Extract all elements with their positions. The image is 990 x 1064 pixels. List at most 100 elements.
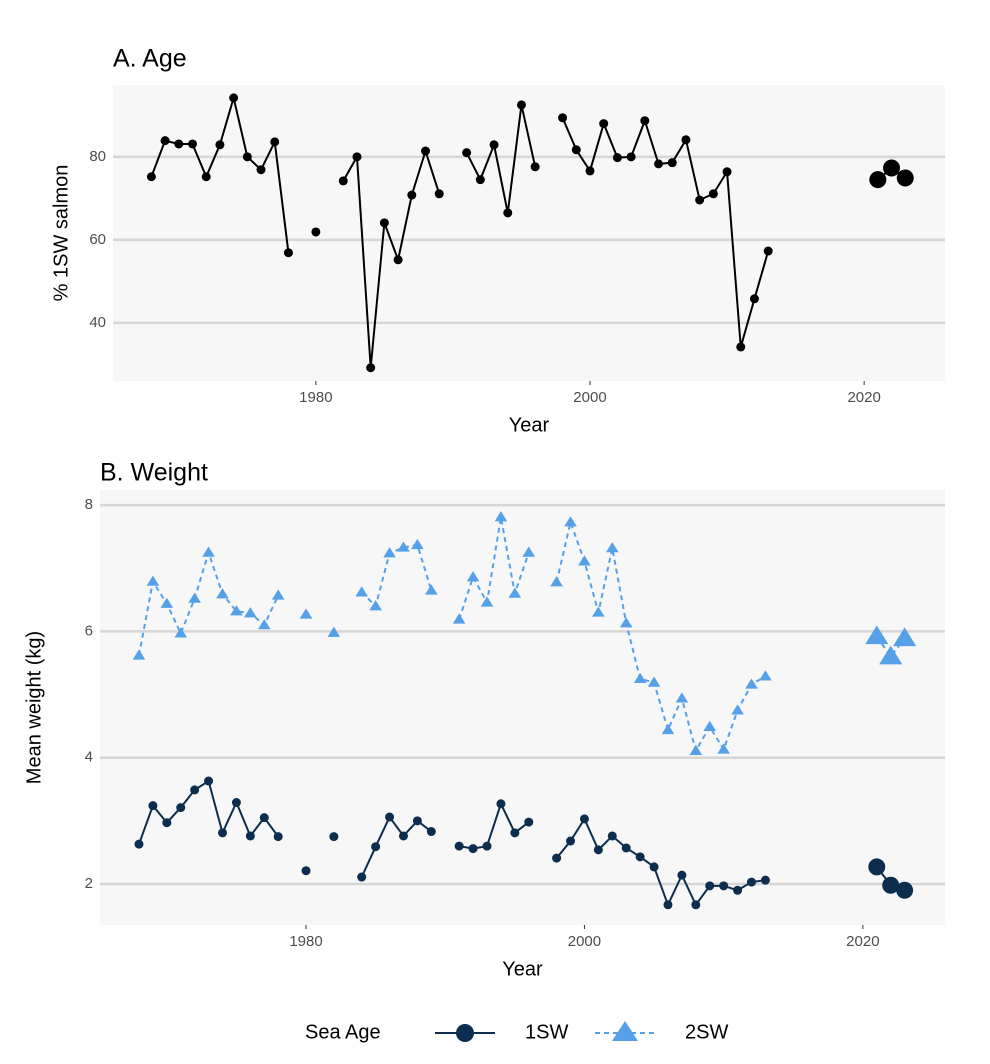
point (256, 165, 266, 175)
point (216, 588, 229, 599)
y-axis-label: Mean weight (kg) (23, 631, 45, 784)
point (229, 93, 239, 103)
point (482, 841, 492, 851)
point (626, 152, 636, 162)
point (299, 608, 313, 619)
point (689, 744, 703, 755)
point (681, 135, 691, 145)
point (896, 881, 914, 899)
point (245, 831, 255, 841)
point (705, 881, 715, 891)
point (397, 541, 410, 552)
point (283, 248, 293, 258)
point (475, 175, 485, 185)
point (733, 885, 743, 895)
point (566, 836, 576, 846)
point (510, 828, 520, 838)
point (466, 571, 480, 582)
legend-label: 1SW (525, 1021, 568, 1043)
legend-label: 2SW (685, 1021, 728, 1043)
point (719, 881, 729, 891)
point (579, 814, 589, 824)
point (257, 619, 271, 630)
legend-marker (612, 1021, 638, 1041)
point (270, 137, 280, 147)
point (146, 575, 160, 586)
point (522, 546, 536, 557)
point (176, 803, 186, 813)
y-tick-label: 4 (85, 749, 93, 766)
point (882, 876, 900, 894)
y-tick-label: 2 (85, 875, 93, 892)
point (883, 159, 901, 177)
point (355, 586, 369, 597)
point (218, 828, 228, 838)
x-axis-label: Year (502, 958, 543, 980)
point (338, 176, 348, 186)
point (667, 158, 677, 168)
point (230, 605, 243, 616)
x-tick-label: 2000 (573, 389, 606, 406)
point (231, 798, 241, 808)
point (593, 845, 603, 855)
point (426, 827, 436, 837)
point (201, 172, 211, 182)
point (746, 877, 756, 887)
point (663, 900, 673, 910)
point (879, 645, 903, 665)
point (524, 817, 534, 827)
point (592, 606, 605, 617)
point (759, 670, 772, 681)
y-tick-label: 80 (89, 148, 106, 165)
point (242, 152, 252, 162)
point (132, 649, 146, 660)
point (703, 720, 717, 731)
point (385, 812, 395, 822)
point (244, 607, 257, 618)
plot-panel (113, 85, 945, 381)
point (869, 171, 887, 189)
point (760, 875, 770, 885)
point (454, 841, 464, 851)
point (174, 139, 184, 149)
y-tick-label: 40 (89, 314, 106, 331)
point (352, 152, 362, 162)
point (301, 866, 311, 876)
point (398, 831, 408, 841)
point (462, 148, 472, 158)
point (271, 589, 285, 600)
x-axis-label: Year (509, 414, 550, 436)
point (649, 862, 659, 872)
point (366, 363, 376, 373)
point (327, 626, 341, 637)
point (160, 597, 174, 608)
point (745, 678, 758, 689)
x-tick-label: 2020 (847, 389, 880, 406)
point (558, 113, 568, 123)
point (564, 516, 577, 527)
point (494, 511, 508, 522)
point (496, 799, 506, 809)
point (146, 172, 156, 182)
point (717, 743, 730, 754)
point (134, 839, 144, 849)
panel-title: B. Weight (100, 459, 208, 487)
point (393, 255, 403, 265)
point (578, 555, 591, 566)
point (896, 169, 914, 187)
point (868, 858, 886, 876)
point (188, 592, 201, 603)
point (174, 627, 188, 638)
point (160, 136, 170, 146)
point (661, 723, 675, 735)
point (731, 704, 744, 715)
x-tick-label: 1980 (299, 389, 332, 406)
plot-panel (100, 490, 945, 925)
point (695, 195, 705, 205)
point (383, 547, 396, 558)
point (311, 227, 321, 237)
point (480, 596, 494, 607)
x-tick-label: 2020 (846, 933, 879, 950)
point (552, 853, 562, 863)
